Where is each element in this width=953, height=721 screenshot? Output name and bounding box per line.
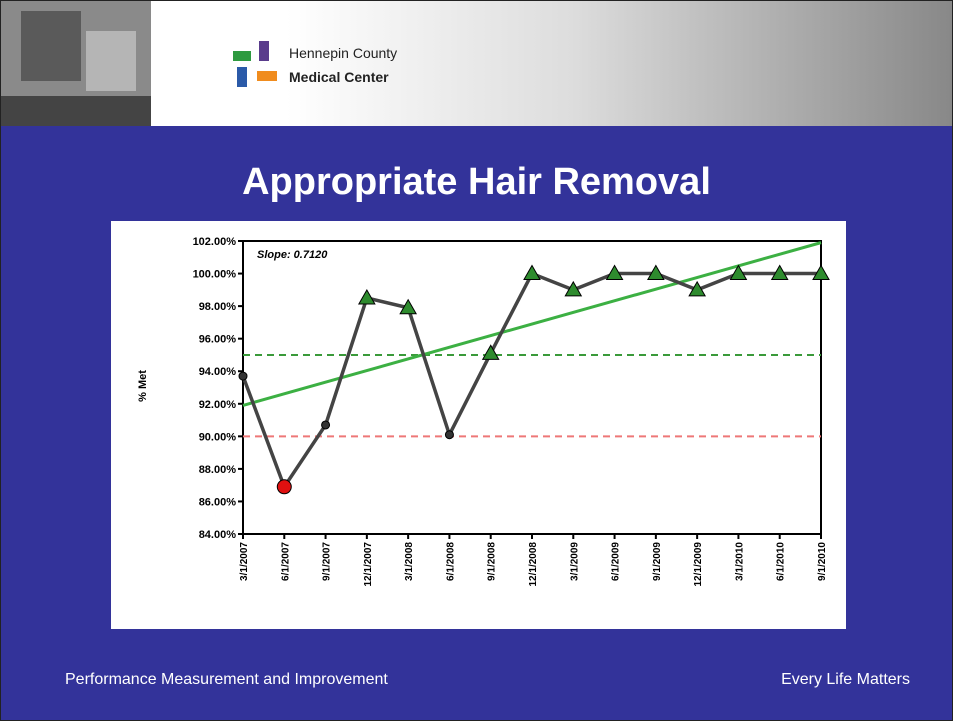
marker: [322, 421, 330, 429]
x-tick-label: 3/1/2009: [569, 542, 580, 581]
y-tick-label: 88.00%: [199, 464, 237, 476]
x-tick-label: 3/1/2010: [734, 542, 745, 581]
x-tick-label: 9/1/2008: [487, 542, 498, 581]
logo: [257, 71, 277, 81]
y-tick-label: 84.00%: [199, 529, 237, 541]
chart: % Met Slope: 0.7120 84.00% 86.00% 88.00% 90…: [111, 221, 846, 629]
footer-right: Every Life Matters: [781, 671, 910, 689]
slide-title: Appropriate Hair Removal: [1, 161, 952, 204]
header-art: Hennepin County Medical Center: [1, 1, 952, 126]
y-tick-label: 86.00%: [199, 496, 237, 508]
x-tick-label: 12/1/2008: [528, 542, 539, 587]
x-tick-label: 3/1/2008: [404, 542, 415, 581]
logo: [259, 41, 269, 61]
y-tick-label: 90.00%: [199, 431, 237, 443]
marker: [239, 372, 247, 380]
y-tick-label: 102.00%: [193, 236, 237, 248]
footer-left: Performance Measurement and Improvement: [65, 671, 388, 689]
photo: [1, 96, 151, 126]
org-name: Hennepin County: [289, 45, 397, 61]
x-tick-label: 6/1/2010: [776, 542, 787, 581]
marker: [277, 480, 291, 494]
y-tick-label: 98.00%: [199, 301, 237, 313]
x-tick-label: 9/1/2010: [817, 542, 828, 581]
y-tick-label: 96.00%: [199, 334, 237, 346]
header: Hennepin County Medical Center: [1, 1, 952, 126]
photo: [21, 11, 81, 81]
x-tick-label: 6/1/2008: [445, 542, 456, 581]
x-tick-label: 12/1/2007: [363, 542, 374, 587]
org-name: Medical Center: [289, 69, 389, 85]
annotation: Slope: 0.7120: [257, 249, 328, 261]
marker: [445, 431, 453, 439]
x-tick-label: 6/1/2009: [611, 542, 622, 581]
logo: [233, 51, 251, 61]
y-axis-label: % Met: [137, 370, 149, 402]
x-tick-label: 3/1/2007: [239, 542, 250, 581]
x-tick-label: 9/1/2009: [652, 542, 663, 581]
x-tick-label: 9/1/2007: [322, 542, 333, 581]
y-tick-label: 100.00%: [193, 269, 237, 281]
y-tick-label: 94.00%: [199, 366, 237, 378]
photo: [86, 31, 136, 91]
logo: [237, 67, 247, 87]
x-tick-label: 12/1/2009: [693, 542, 704, 587]
x-tick-label: 6/1/2007: [280, 542, 291, 581]
slide: Hennepin County Medical Center Appropria…: [0, 0, 953, 721]
y-tick-label: 92.00%: [199, 399, 237, 411]
